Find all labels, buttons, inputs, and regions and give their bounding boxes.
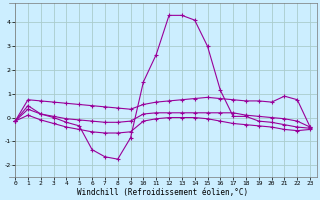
X-axis label: Windchill (Refroidissement éolien,°C): Windchill (Refroidissement éolien,°C) — [77, 188, 248, 197]
